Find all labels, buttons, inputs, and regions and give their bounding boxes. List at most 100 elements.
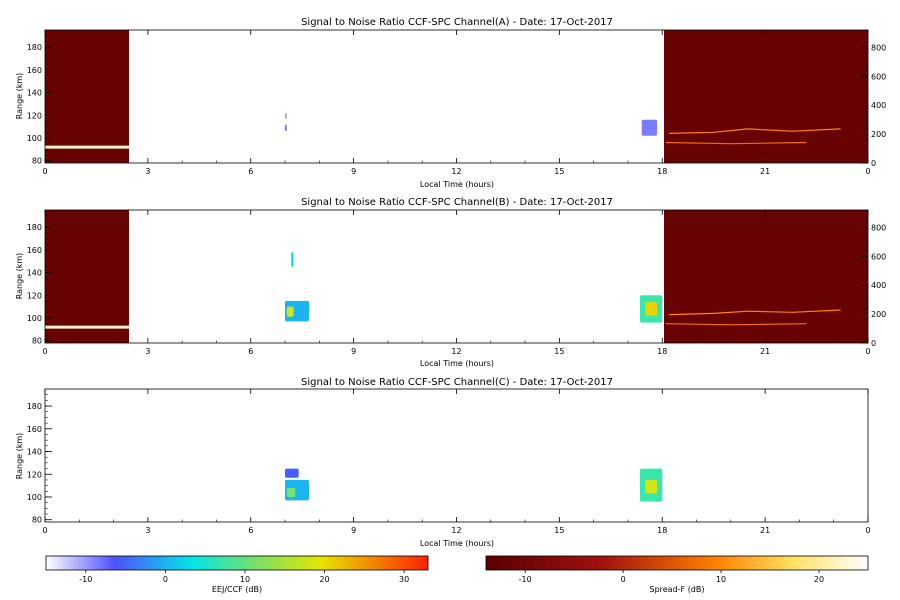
panel-c-title: Signal to Noise Ratio CCF-SPC Channel(C)… xyxy=(301,377,613,388)
right-tick-label: 400 xyxy=(871,281,886,290)
y-tick-label: 100 xyxy=(27,314,42,323)
spreadf-region-0 xyxy=(45,30,129,163)
colorbar-tick-label: 0 xyxy=(163,575,168,584)
panel-a: Signal to Noise Ratio CCF-SPC Channel(A)… xyxy=(15,17,886,189)
plot-frame xyxy=(44,388,869,523)
y-tick-label: 140 xyxy=(27,89,42,98)
panel-a-ylabel: Range (km) xyxy=(15,73,24,120)
x-tick-label: 3 xyxy=(145,347,150,356)
y-tick-label: 140 xyxy=(27,269,42,278)
eej-patch-3 xyxy=(285,124,287,132)
panel-a-title: Signal to Noise Ratio CCF-SPC Channel(A)… xyxy=(301,17,613,28)
colorbar-spreadf-bar xyxy=(485,555,869,571)
y-tick-label: 180 xyxy=(27,223,42,232)
panel-b-title: Signal to Noise Ratio CCF-SPC Channel(B)… xyxy=(301,197,613,208)
y-tick-label: 160 xyxy=(27,246,42,255)
y-tick-label: 100 xyxy=(27,134,42,143)
x-tick-label: 18 xyxy=(657,167,667,176)
panel-b-xlabel: Local Time (hours) xyxy=(420,359,494,368)
panel-c: Signal to Noise Ratio CCF-SPC Channel(C)… xyxy=(15,377,871,548)
y-tick-label: 140 xyxy=(27,448,42,457)
y-tick-label: 180 xyxy=(27,402,42,411)
x-tick-label: 6 xyxy=(248,167,253,176)
x-tick-label: 6 xyxy=(248,347,253,356)
x-tick-label: 12 xyxy=(451,526,461,535)
panel-c-xlabel: Local Time (hours) xyxy=(420,539,494,548)
colorbar-tick-label: 10 xyxy=(240,575,250,584)
x-tick-label: 15 xyxy=(554,347,564,356)
right-tick-label: 600 xyxy=(871,252,886,261)
right-tick-label: 0 xyxy=(871,339,876,348)
x-tick-label: 15 xyxy=(554,526,564,535)
echo-line-2 xyxy=(665,141,807,145)
y-tick-label: 80 xyxy=(32,337,42,346)
colorbar-eej: -10 0 10 20 30 EEJ/CCF (dB) xyxy=(45,555,429,594)
colorbar-tick-label: 20 xyxy=(814,575,824,584)
right-tick-label: 400 xyxy=(871,101,886,110)
right-tick-label: 200 xyxy=(871,310,886,319)
panel-a-plot: 0 3 6 9 12 15 18 21 0801001201401601800200400600… xyxy=(27,29,886,176)
panel-b: Signal to Noise Ratio CCF-SPC Channel(B)… xyxy=(15,197,886,368)
x-tick-label: 0 xyxy=(865,167,870,176)
eej-patch-4 xyxy=(285,113,287,119)
spreadf-region-1 xyxy=(664,210,868,343)
right-tick-label: 600 xyxy=(871,72,886,81)
y-tick-label: 80 xyxy=(32,157,42,166)
y-tick-label: 160 xyxy=(27,66,42,75)
x-tick-label: 0 xyxy=(865,347,870,356)
right-tick-label: 800 xyxy=(871,223,886,232)
colorbar-spreadf: -10 0 10 20 Spread-F (dB) xyxy=(485,555,869,594)
x-tick-label: 12 xyxy=(451,167,461,176)
x-tick-label: 21 xyxy=(760,526,770,535)
panel-b-plot: 0 3 6 9 12 15 18 21 0801001201401601800200400600… xyxy=(27,209,886,356)
eej-patch-5 xyxy=(286,306,294,317)
x-tick-label: 0 xyxy=(42,347,47,356)
colorbar-tick-label: 0 xyxy=(621,575,626,584)
x-tick-label: 9 xyxy=(351,526,356,535)
y-tick-label: 120 xyxy=(27,291,42,300)
x-tick-label: 21 xyxy=(760,167,770,176)
panel-b-ylabel: Range (km) xyxy=(15,253,24,300)
x-tick-label: 0 xyxy=(42,167,47,176)
y-tick-label: 100 xyxy=(27,493,42,502)
x-tick-label: 9 xyxy=(351,347,356,356)
spreadf-region-1 xyxy=(664,30,868,163)
colorbar-tick-label: 20 xyxy=(319,575,329,584)
y-tick-label: 160 xyxy=(27,425,42,434)
eej-patch-4 xyxy=(285,468,299,478)
spreadf-region-0 xyxy=(45,210,129,343)
x-tick-label: 18 xyxy=(657,347,667,356)
eej-patch-6 xyxy=(291,252,294,267)
x-tick-label: 3 xyxy=(145,526,150,535)
colorbar-tick-label: -10 xyxy=(519,575,532,584)
panel-a-xlabel: Local Time (hours) xyxy=(420,180,494,189)
colorbar-eej-bar xyxy=(45,555,429,571)
right-tick-label: 800 xyxy=(871,43,886,52)
colorbar-tick-label: 10 xyxy=(716,575,726,584)
right-tick-label: 200 xyxy=(871,130,886,139)
x-tick-label: 9 xyxy=(351,167,356,176)
y-tick-label: 180 xyxy=(27,43,42,52)
y-tick-label: 120 xyxy=(27,470,42,479)
x-tick-label: 12 xyxy=(451,347,461,356)
eej-patch-3 xyxy=(286,487,296,497)
eej-patch-3 xyxy=(645,302,658,316)
echo-line-1 xyxy=(669,309,841,316)
y-tick-label: 80 xyxy=(32,516,42,525)
colorbar-spreadf-label: Spread-F (dB) xyxy=(649,585,704,594)
right-tick-label: 0 xyxy=(871,159,876,168)
x-tick-label: 6 xyxy=(248,526,253,535)
colorbar-tick-label: -10 xyxy=(79,575,92,584)
colorbar-tick-label: 30 xyxy=(399,575,409,584)
eej-patch-2 xyxy=(641,119,658,136)
x-tick-label: 18 xyxy=(657,526,667,535)
x-tick-label: 0 xyxy=(42,526,47,535)
echo-line-1 xyxy=(669,128,841,134)
y-tick-label: 120 xyxy=(27,111,42,120)
x-tick-label: 15 xyxy=(554,167,564,176)
x-tick-label: 21 xyxy=(760,347,770,356)
panel-c-ylabel: Range (km) xyxy=(15,433,24,480)
x-tick-label: 0 xyxy=(865,526,870,535)
